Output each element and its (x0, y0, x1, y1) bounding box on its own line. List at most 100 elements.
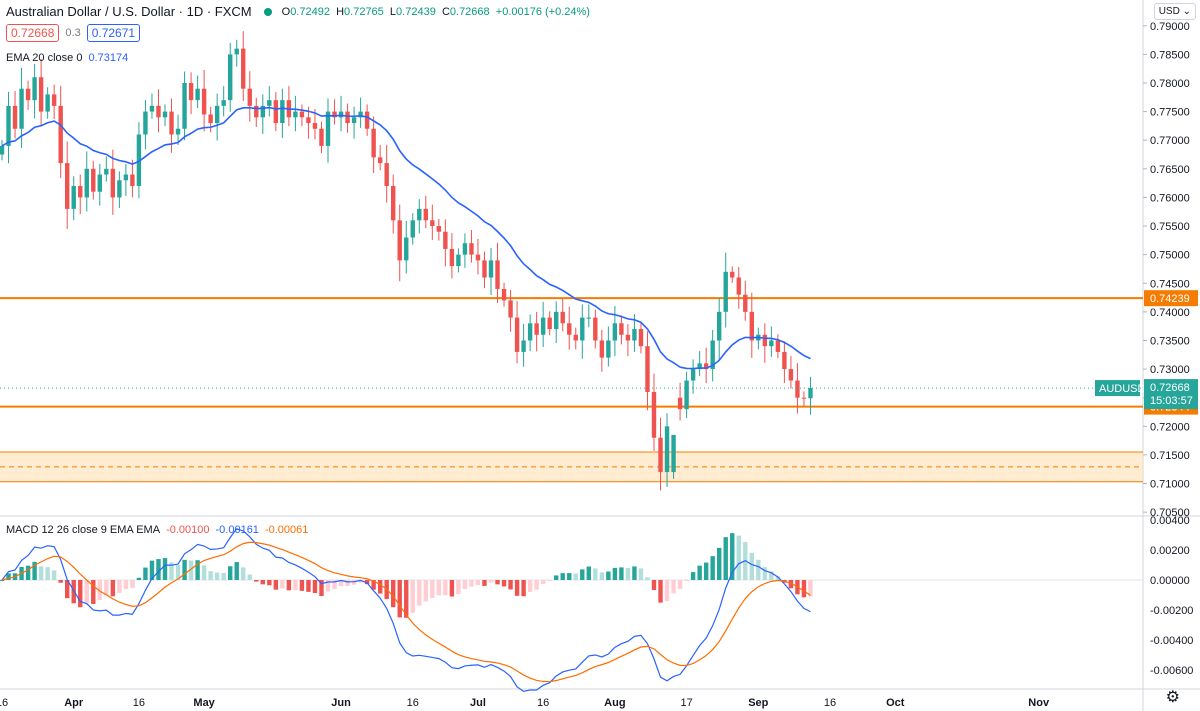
macd-histogram-bar (306, 580, 311, 592)
candle (214, 105, 220, 124)
candle (110, 168, 116, 198)
candle (254, 105, 259, 118)
macd-histogram-bar (0, 580, 5, 581)
macd-histogram-bar (488, 580, 494, 583)
y-tick-label: 0.78500 (1150, 49, 1190, 61)
candle (808, 388, 813, 399)
candle (6, 105, 11, 146)
macd-histogram-bar (801, 580, 807, 598)
macd-histogram-bar (586, 566, 591, 580)
candle (397, 220, 402, 261)
macd-histogram-bar (293, 580, 298, 591)
candle (567, 323, 572, 335)
macd-histogram-bar (351, 580, 357, 585)
macd-histogram-bar (25, 565, 31, 580)
candle (723, 271, 728, 312)
candle (280, 100, 285, 124)
x-tick-label: 16 (537, 697, 549, 709)
candle (456, 254, 461, 267)
candle (51, 94, 57, 106)
candle (449, 248, 455, 267)
macd-histogram-bar (201, 565, 207, 580)
symbol-title[interactable]: Australian Dollar / U.S. Dollar · 1D · F… (6, 4, 252, 19)
candle (599, 340, 605, 358)
candle (208, 114, 213, 124)
macd-histogram-bar (717, 547, 722, 580)
macd-histogram-bar (391, 580, 396, 608)
candle (443, 231, 448, 249)
macd-label[interactable]: MACD 12 26 close 9 EMA EMA (6, 524, 161, 536)
gear-icon[interactable]: ⚙ (1165, 689, 1180, 706)
candle (97, 174, 102, 192)
macd-histogram-bar (462, 580, 468, 590)
candle (182, 82, 187, 129)
candle (156, 105, 161, 118)
macd-histogram-bar (527, 580, 533, 592)
macd-histogram-bar (410, 580, 415, 613)
x-tick-label: Nov (1028, 697, 1050, 709)
macd-histogram-bar (443, 580, 448, 596)
currency-button[interactable]: USD ⌄ (1153, 3, 1196, 20)
macd-histogram-bar (508, 580, 513, 590)
macd-histogram-bar (417, 580, 422, 606)
candle (677, 397, 683, 410)
macd-hist-value: -0.00100 (166, 524, 210, 536)
candle (488, 260, 494, 278)
ohlc-values: O0.72492 H0.72765 L0.72439 C0.72668 +0.0… (281, 5, 590, 18)
candle (384, 163, 389, 186)
macd-histogram-bar (267, 580, 272, 586)
candle (501, 288, 507, 301)
macd-histogram-bar (221, 573, 226, 580)
candle (717, 311, 722, 341)
symbol-tag-label: AUDUSD (1099, 383, 1146, 395)
macd-histogram-bar (645, 577, 650, 580)
macd-line (1, 528, 811, 692)
ema-legend: EMA 20 close 0 0.73174 (6, 52, 128, 64)
candle (697, 363, 702, 370)
macd-histogram-bar (234, 562, 239, 580)
x-tick-label: Jun (331, 697, 351, 709)
candle (58, 105, 63, 164)
macd-histogram-bar (521, 580, 526, 597)
macd-histogram-bar (345, 580, 350, 587)
candle (136, 134, 142, 186)
candle (801, 397, 807, 399)
macd-histogram-bar (51, 570, 57, 580)
candle (534, 323, 539, 335)
macd-histogram-bar (690, 572, 696, 580)
sell-price[interactable]: 0.72668 (6, 24, 60, 42)
ema-value: 0.73174 (88, 52, 129, 64)
macd-histogram-bar (599, 572, 605, 580)
candle (540, 317, 546, 335)
x-tick-label: Sep (748, 697, 768, 709)
macd-histogram-bar (299, 580, 305, 591)
candle (527, 323, 533, 341)
macd-histogram-bar (775, 576, 781, 580)
macd-histogram-bar (788, 580, 794, 589)
candle (78, 185, 83, 198)
macd-y-tick-label: 0.00400 (1150, 515, 1190, 527)
macd-histogram-bar (104, 580, 109, 596)
macd-histogram-bar (482, 580, 487, 586)
candle (241, 48, 246, 89)
spread: 0.3 (65, 27, 81, 39)
candle (169, 111, 174, 135)
macd-histogram-bar (475, 580, 481, 586)
candle (730, 271, 735, 278)
macd-histogram-bar (32, 561, 37, 580)
buy-price[interactable]: 0.72671 (86, 24, 141, 42)
macd-histogram-bar (286, 580, 292, 591)
ema-label[interactable]: EMA 20 close 0 (6, 52, 83, 64)
candle (573, 334, 578, 341)
macd-histogram-bar (325, 580, 331, 592)
candle (19, 88, 24, 129)
macd-histogram-bar (756, 559, 761, 580)
macd-histogram-bar (91, 580, 96, 604)
macd-histogram-bar (651, 580, 657, 591)
candle (391, 185, 396, 221)
macd-histogram-bar (547, 580, 552, 582)
last-price-tag (1144, 379, 1198, 410)
macd-histogram-bar (208, 571, 213, 580)
macd-histogram-bar (632, 566, 637, 580)
